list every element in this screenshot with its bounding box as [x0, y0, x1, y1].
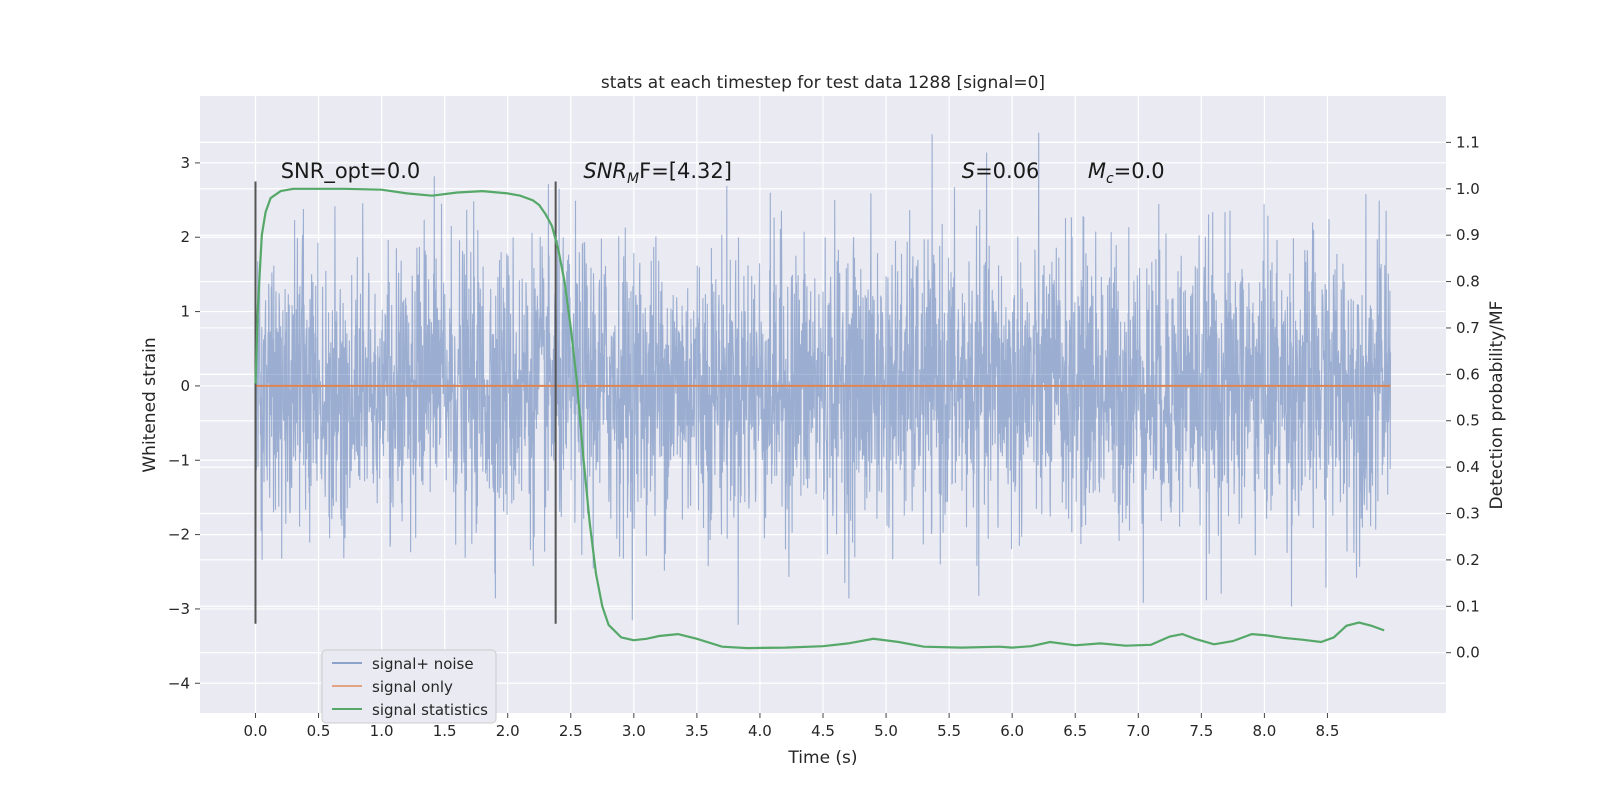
y-tick-label-right: 0.3 [1456, 505, 1480, 523]
legend-label-signal-only: signal only [372, 678, 453, 696]
annotations: SNR_opt=0.0 SNRMF=[4.32] S=0.06 Mc=0.0 [281, 159, 1165, 187]
y-tick-label-right: 0.1 [1456, 597, 1480, 615]
tick-labels: 0.0 0.5 1.0 1.5 2.0 2.5 3.0 3.5 4.0 4.5 5.0 5.5 6.0 6… [168, 133, 1480, 740]
x-tick-label: 1.5 [433, 722, 457, 740]
x-axis-label: Time (s) [787, 748, 857, 768]
noise-series [254, 132, 1392, 625]
y-tick-label-left: −1 [168, 451, 190, 469]
y-tick-label-left: −2 [168, 526, 190, 544]
y-tick-label-right: 0.0 [1456, 644, 1480, 662]
y-tick-label-left: −3 [168, 600, 190, 618]
x-tick-label: 6.0 [1000, 722, 1024, 740]
legend: signal+ noise signal only signal statist… [321, 649, 497, 724]
y-tick-label-left: 3 [180, 154, 190, 172]
y-tick-label-right: 1.1 [1456, 133, 1480, 151]
x-tick-label: 3.5 [685, 722, 709, 740]
annotation-2: S=0.06 [962, 159, 1040, 183]
y-tick-label-right: 0.8 [1456, 273, 1480, 291]
annotation-1: SNRMF=[4.32] [583, 159, 732, 187]
series-line-statistics [254, 187, 1385, 650]
x-tick-label: 5.5 [937, 722, 961, 740]
y-tick-label-right: 0.7 [1456, 319, 1480, 337]
x-tick-label: 1.0 [370, 722, 394, 740]
y-tick-label-right: 0.2 [1456, 551, 1480, 569]
x-tick-label: 7.5 [1189, 722, 1213, 740]
y-tick-label-right: 0.9 [1456, 226, 1480, 244]
x-tick-label: 6.5 [1063, 722, 1087, 740]
x-tick-label: 4.5 [811, 722, 835, 740]
x-tick-label: 8.0 [1252, 722, 1276, 740]
x-tick-label: 8.5 [1316, 722, 1340, 740]
y-tick-label-right: 1.0 [1456, 180, 1480, 198]
y-tick-label-right: 0.6 [1456, 365, 1480, 383]
annotation-0: SNR_opt=0.0 [281, 159, 421, 184]
legend-label-noise: signal+ noise [372, 655, 474, 673]
x-tick-label: 3.0 [622, 722, 646, 740]
y-tick-label-right: 0.5 [1456, 412, 1480, 430]
x-tick-label: 0.0 [244, 722, 268, 740]
vertical-markers [254, 181, 557, 624]
x-tick-label: 0.5 [307, 722, 331, 740]
x-tick-label: 2.0 [496, 722, 520, 740]
legend-box [321, 649, 497, 724]
x-tick-label: 7.0 [1126, 722, 1150, 740]
y-tick-label-left: 2 [180, 228, 190, 246]
x-tick-label: 4.0 [748, 722, 772, 740]
x-tick-label: 2.5 [559, 722, 583, 740]
chart-title: stats at each timestep for test data 128… [601, 73, 1045, 93]
statistics-series [254, 187, 1385, 650]
y-tick-label-left: 1 [180, 303, 190, 321]
y-axis-label-left: Whitened strain [140, 337, 160, 472]
legend-label-statistics: signal statistics [372, 701, 488, 719]
y-tick-label-left: 0 [180, 377, 190, 395]
y-tick-label-left: −4 [168, 674, 190, 692]
y-axis-label-right: Detection probability/MF [1487, 301, 1507, 510]
series-line-noise [254, 132, 1392, 625]
annotation-3: Mc=0.0 [1088, 159, 1165, 187]
x-tick-label: 5.0 [874, 722, 898, 740]
y-tick-label-right: 0.4 [1456, 458, 1480, 476]
